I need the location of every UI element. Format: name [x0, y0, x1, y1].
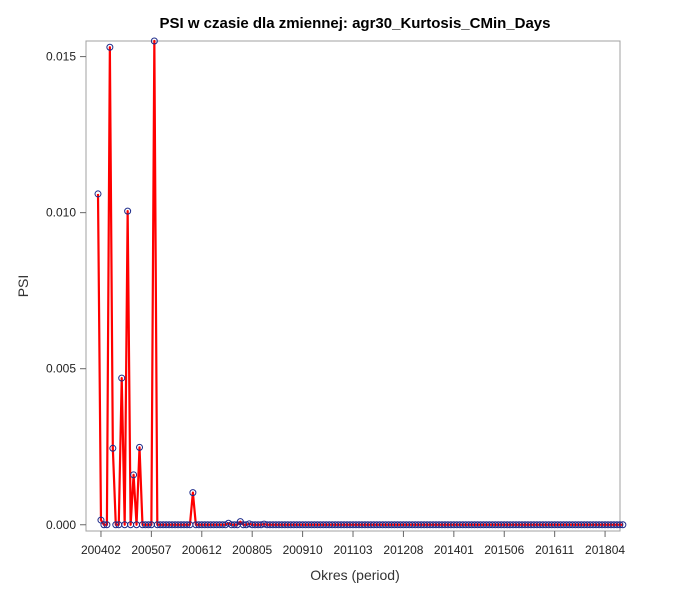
data-point [189, 489, 197, 497]
y-tick-label: 0.005 [46, 362, 76, 376]
x-tick-label: 201611 [535, 543, 574, 557]
data-point [109, 444, 117, 452]
y-axis-label: PSI [15, 275, 31, 298]
data-point [94, 190, 102, 198]
data-point [183, 521, 191, 529]
y-tick-label: 0.010 [46, 206, 76, 220]
data-point [616, 521, 624, 529]
data-point [136, 443, 144, 451]
data-point [150, 37, 158, 45]
x-tick-label: 201804 [585, 543, 625, 557]
marker-layer [94, 37, 627, 529]
x-tick-label: 201401 [434, 543, 474, 557]
data-point [112, 521, 120, 529]
data-point [103, 521, 111, 529]
data-point [100, 521, 108, 529]
x-tick-label: 201506 [484, 543, 524, 557]
psi-series-line [96, 39, 623, 526]
data-point [230, 521, 238, 529]
data-point [106, 43, 114, 51]
y-tick-label: 0.015 [46, 50, 76, 64]
plot-frame [85, 40, 621, 532]
y-tick-label: 0.000 [46, 518, 76, 532]
x-tick-label: 200805 [232, 543, 272, 557]
data-point [619, 521, 627, 529]
x-tick-label: 201103 [333, 543, 372, 557]
x-tick-label: 200402 [81, 543, 121, 557]
y-axis: 0.000 0.005 0.010 0.015 [46, 50, 86, 532]
series-layer [96, 39, 623, 526]
x-tick-label: 200507 [131, 543, 171, 557]
data-point [124, 207, 132, 215]
x-axis: 200402 200507 200612 200805 200910 201103 2012… [81, 531, 625, 557]
x-axis-label: Okres (period) [310, 567, 399, 583]
x-tick-label: 200612 [182, 543, 222, 557]
data-point [144, 521, 152, 529]
data-point [118, 374, 126, 382]
data-point [130, 471, 138, 479]
x-tick-label: 201208 [383, 543, 423, 557]
chart-title: PSI w czasie dla zmiennej: agr30_Kurtosi… [160, 15, 551, 32]
x-tick-label: 200910 [283, 543, 323, 557]
